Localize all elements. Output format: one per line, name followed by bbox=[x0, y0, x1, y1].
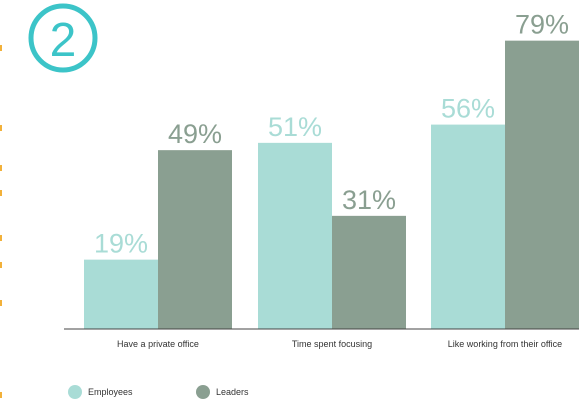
value-label: 49% bbox=[168, 119, 222, 149]
edge-decoration bbox=[0, 45, 2, 398]
bar-leaders-3 bbox=[505, 40, 579, 330]
legend-swatch-leaders bbox=[196, 385, 210, 399]
category-label: Have a private office bbox=[117, 339, 199, 349]
category-labels: Have a private office Time spent focusing… bbox=[117, 339, 562, 349]
step-badge: 2 bbox=[28, 3, 98, 73]
edge-dot bbox=[0, 165, 2, 171]
bar-employees-1 bbox=[84, 259, 158, 329]
value-label: 31% bbox=[342, 185, 396, 215]
legend-label-leaders: Leaders bbox=[216, 387, 249, 397]
value-label: 51% bbox=[268, 112, 322, 142]
bar-leaders-1 bbox=[158, 150, 232, 329]
bar-employees-2 bbox=[258, 142, 332, 329]
edge-dot bbox=[0, 300, 2, 306]
value-label: 79% bbox=[515, 10, 569, 40]
value-label: 56% bbox=[441, 94, 495, 124]
edge-dot bbox=[0, 262, 2, 268]
bar-employees-3 bbox=[431, 124, 505, 329]
value-label: 19% bbox=[94, 229, 148, 259]
category-label: Like working from their office bbox=[448, 339, 562, 349]
legend-label-employees: Employees bbox=[88, 387, 133, 397]
value-labels: 19% 49% 51% 31% 56% 79% bbox=[94, 10, 569, 259]
edge-dot bbox=[0, 392, 2, 398]
legend: Employees Leaders bbox=[68, 385, 249, 399]
edge-dot bbox=[0, 190, 2, 196]
bar-group bbox=[84, 40, 579, 330]
category-label: Time spent focusing bbox=[292, 339, 372, 349]
badge-ring bbox=[28, 3, 98, 73]
legend-swatch-employees bbox=[68, 385, 82, 399]
edge-dot bbox=[0, 125, 2, 131]
edge-dot bbox=[0, 45, 2, 51]
bar-leaders-2 bbox=[332, 215, 406, 329]
badge-number: 2 bbox=[50, 14, 77, 67]
edge-dot bbox=[0, 235, 2, 241]
